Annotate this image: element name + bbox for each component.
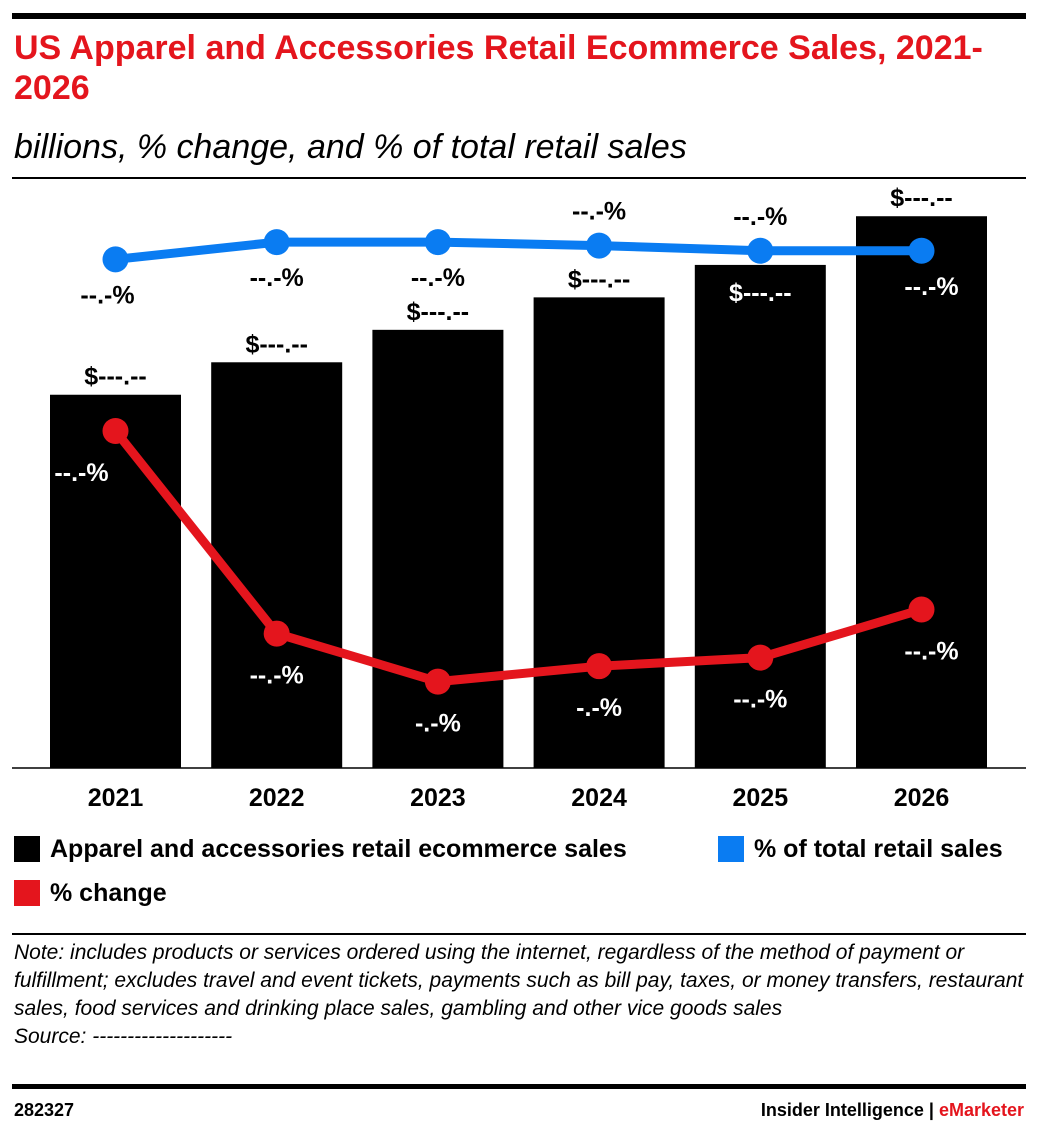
- share-label-2023: --.-%: [411, 264, 465, 292]
- change-label-2025: --.-%: [733, 686, 787, 714]
- share-line: [111, 237, 926, 264]
- legend-swatch-sales: [14, 836, 40, 862]
- change-label-2026: --.-%: [904, 638, 958, 666]
- brand-accent: eMarketer: [938, 1100, 1024, 1120]
- x-tick-2022: 2022: [249, 784, 305, 812]
- change-label-2023: -.-%: [415, 710, 461, 738]
- share-label-2026: --.-%: [904, 273, 958, 301]
- header-divider: [12, 177, 1026, 179]
- share-label-2021: --.-%: [80, 281, 134, 309]
- change-point-2025: [747, 644, 774, 671]
- legend-label-share: % of total retail sales: [754, 835, 1003, 863]
- legend-label-change: % change: [50, 879, 167, 907]
- bar-2022: [211, 362, 343, 768]
- bar-label-2022: $---.--: [245, 330, 307, 358]
- x-tick-2024: 2024: [571, 784, 627, 812]
- source-text: Source: --------------------: [14, 1025, 233, 1048]
- x-tick-2023: 2023: [410, 784, 466, 812]
- bar-label-2026: $---.--: [890, 184, 952, 212]
- chart-id: 282327: [14, 1100, 75, 1120]
- change-label-2022: --.-%: [250, 662, 304, 690]
- legend-swatch-share: [718, 836, 744, 862]
- bar-label-2024: $---.--: [568, 265, 630, 293]
- share-point-2026: [908, 237, 935, 264]
- change-label-2024: -.-%: [576, 694, 622, 722]
- bar-2026: [856, 216, 987, 768]
- bar-label-2021: $---.--: [84, 363, 146, 391]
- legend-label-sales: Apparel and accessories retail ecommerce…: [50, 835, 627, 863]
- chart-subtitle: billions, % change, and % of total retai…: [14, 128, 687, 166]
- change-point-2023: [424, 668, 451, 695]
- x-tick-2021: 2021: [88, 784, 144, 812]
- chart-title: US Apparel and Accessories Retail Ecomme…: [14, 29, 983, 107]
- notes-block: Note: includes products or services orde…: [14, 939, 1024, 1051]
- legend-item-change: % change: [14, 878, 167, 908]
- bar-label-2025: $---.--: [729, 279, 791, 307]
- x-tick-2025: 2025: [732, 784, 788, 812]
- change-point-2026: [908, 596, 935, 623]
- bar-2025: [694, 264, 826, 768]
- note-text: Note: includes products or services orde…: [14, 941, 1024, 1020]
- change-point-2021: [102, 418, 129, 444]
- legend-item-sales: Apparel and accessories retail ecommerce…: [14, 834, 627, 864]
- bar-2021: [50, 394, 181, 768]
- legend-swatch-change: [14, 880, 40, 906]
- share-point-2021: [102, 246, 129, 273]
- change-line: [111, 426, 926, 687]
- bar-2023: [372, 329, 504, 768]
- share-point-2023: [424, 229, 451, 256]
- bar-label-2023: $---.--: [407, 298, 469, 326]
- x-tick-2026: 2026: [894, 784, 950, 812]
- share-point-2022: [263, 229, 290, 256]
- top-rule: [12, 13, 1026, 19]
- change-label-2021: --.-%: [54, 459, 108, 487]
- share-point-2025: [747, 237, 774, 264]
- brand-credit: Insider Intelligence | eMarketer: [761, 1100, 1024, 1121]
- change-point-2022: [263, 620, 290, 647]
- bar-2024: [533, 297, 665, 768]
- share-label-2025: --.-%: [733, 203, 787, 231]
- change-point-2024: [586, 653, 613, 680]
- share-label-2022: --.-%: [250, 264, 304, 292]
- bottom-rule: [12, 1084, 1026, 1089]
- chart-area: $---.-- $---.-- $---.-- $---.-- $---.-- $---.…: [12, 184, 1026, 812]
- notes-divider: [12, 933, 1026, 935]
- share-label-2024: --.-%: [572, 198, 626, 226]
- legend-item-share: % of total retail sales: [718, 834, 1003, 864]
- share-point-2024: [586, 232, 613, 259]
- brand-prefix: Insider Intelligence |: [760, 1100, 939, 1120]
